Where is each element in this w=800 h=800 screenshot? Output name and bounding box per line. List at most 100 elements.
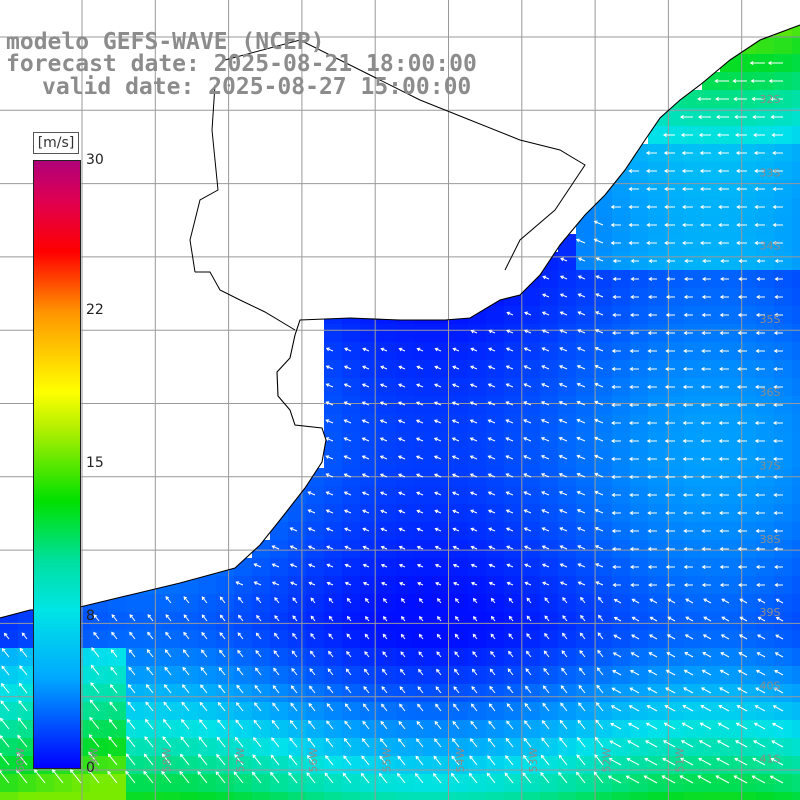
- wind-arrow: [768, 79, 783, 83]
- wind-arrow: [108, 718, 118, 730]
- wind-arrow: [612, 583, 621, 587]
- wind-arrow: [665, 511, 675, 515]
- wind-cell: [252, 792, 270, 800]
- wind-arrow: [397, 437, 406, 442]
- estuary-outline: [195, 271, 296, 331]
- wind-arrow: [718, 241, 729, 245]
- wind-arrow: [771, 722, 784, 730]
- wind-cell: [126, 594, 144, 612]
- wind-cell: [504, 792, 522, 800]
- wind-cell: [792, 738, 800, 756]
- wind-arrow: [165, 596, 172, 604]
- wind-arrow: [199, 701, 208, 712]
- wind-arrow: [488, 545, 496, 550]
- wind-arrow: [418, 651, 424, 658]
- wind-arrow: [700, 241, 711, 245]
- wind-arrow: [737, 349, 747, 353]
- wind-arrow: [289, 563, 298, 568]
- wind-arrow: [611, 421, 621, 425]
- lat-label: 32S: [760, 93, 781, 106]
- wind-arrow: [111, 631, 118, 640]
- wind-arrow: [737, 367, 747, 371]
- wind-arrow: [506, 545, 514, 550]
- wind-cell: [378, 792, 396, 800]
- wind-arrow: [218, 684, 226, 694]
- wind-arrow: [716, 757, 730, 766]
- lon-label: 55W: [381, 747, 394, 772]
- wind-cell: [342, 324, 360, 342]
- wind-arrow: [146, 649, 154, 658]
- wind-arrow: [718, 439, 729, 443]
- wind-arrow: [595, 257, 604, 262]
- wind-arrow: [235, 719, 244, 730]
- wind-arrow: [435, 686, 442, 694]
- wind-cell: [216, 792, 234, 800]
- wind-arrow: [561, 632, 568, 640]
- wind-arrow: [594, 736, 604, 748]
- wind-arrow: [562, 597, 568, 604]
- wind-arrow: [361, 491, 370, 496]
- wind-arrow: [419, 615, 424, 622]
- wind-arrow: [738, 634, 748, 640]
- wind-arrow: [452, 545, 460, 550]
- wind-arrow: [452, 720, 460, 730]
- wind-arrow: [701, 583, 711, 587]
- wind-arrow: [470, 527, 478, 532]
- wind-arrow: [126, 718, 136, 730]
- wind-arrow: [273, 667, 280, 676]
- wind-arrow: [664, 457, 675, 461]
- wind-arrow: [738, 652, 748, 658]
- wind-arrow: [400, 633, 406, 640]
- wind-arrow: [307, 491, 316, 496]
- wind-arrow: [378, 772, 388, 784]
- wind-arrow: [719, 547, 729, 551]
- wind-arrow: [667, 598, 676, 604]
- wind-arrow: [343, 455, 352, 460]
- lat-label: 41S: [760, 753, 781, 766]
- wind-arrow: [541, 545, 550, 550]
- wind-arrow: [181, 718, 190, 730]
- wind-arrow: [233, 771, 244, 784]
- wind-arrow: [274, 615, 280, 622]
- wind-arrow: [18, 682, 28, 694]
- wind-arrow: [488, 329, 496, 334]
- wind-arrow: [608, 758, 622, 766]
- wind-arrow: [736, 421, 747, 425]
- wind-arrow: [270, 754, 280, 766]
- lon-label: 54W: [454, 747, 467, 772]
- wind-arrow: [663, 169, 675, 173]
- wind-arrow: [292, 615, 298, 622]
- wind-arrow: [506, 703, 514, 712]
- wind-arrow: [595, 293, 604, 298]
- wind-arrow: [253, 581, 262, 586]
- wind-arrow: [126, 736, 136, 748]
- wind-arrow: [436, 668, 442, 676]
- wind-cell: [216, 576, 234, 594]
- wind-arrow: [325, 347, 334, 352]
- wind-arrow: [702, 259, 711, 263]
- wind-arrow: [774, 669, 784, 676]
- wind-arrow: [219, 614, 226, 622]
- wind-cell: [0, 792, 18, 800]
- wind-arrow: [504, 772, 514, 784]
- wind-arrow: [755, 313, 765, 317]
- wind-arrow: [576, 364, 586, 370]
- wind-arrow: [325, 527, 334, 532]
- wind-cell: [792, 630, 800, 648]
- wind-arrow: [397, 755, 406, 766]
- wind-arrow: [383, 597, 388, 604]
- wind-arrow: [700, 385, 711, 389]
- wind-arrow: [179, 753, 190, 766]
- wind-arrow: [770, 115, 783, 119]
- wind-arrow: [626, 757, 640, 766]
- wind-arrow: [363, 668, 370, 676]
- wind-arrow: [524, 702, 532, 712]
- wind-arrow: [697, 97, 711, 101]
- wind-arrow: [129, 614, 136, 622]
- wind-cell: [792, 108, 800, 126]
- wind-arrow: [200, 666, 208, 676]
- wind-arrow: [344, 527, 352, 532]
- wind-arrow: [271, 737, 280, 748]
- wind-arrow: [613, 634, 622, 640]
- wind-arrow: [506, 581, 514, 586]
